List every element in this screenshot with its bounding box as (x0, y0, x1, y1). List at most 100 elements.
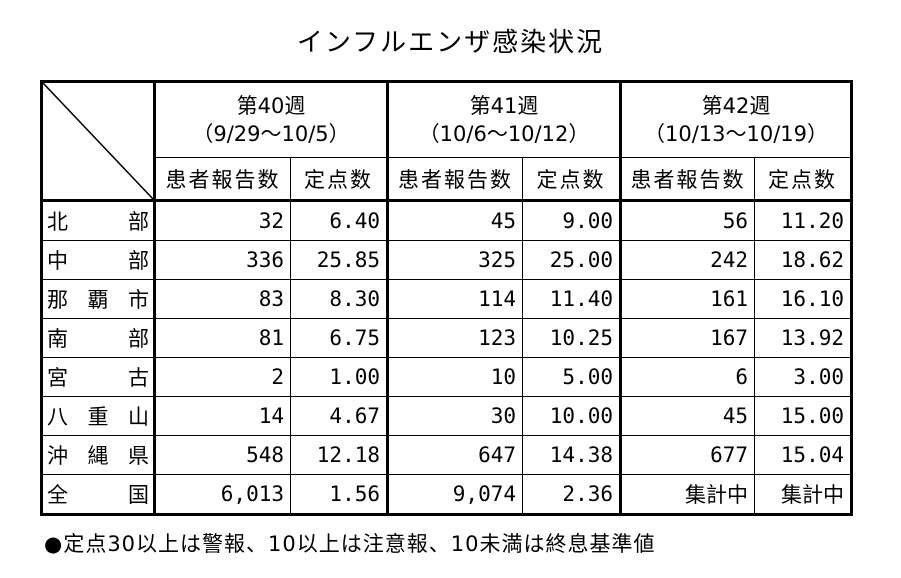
patients-cell: 123 (386, 318, 523, 358)
week-label: 第40週 (236, 94, 306, 118)
patients-cell: 14 (153, 396, 291, 436)
region-label: 北部 (41, 199, 155, 241)
patients-cell: 9,074 (386, 474, 523, 515)
table-row: 宮古 2 1.00 10 5.00 6 3.00 (41, 357, 852, 397)
col-header-per-point: 定点数 (754, 157, 852, 201)
table-row: 南部 81 6.75 123 10.25 167 13.92 (41, 318, 852, 358)
per-point-cell: 8.30 (290, 279, 388, 319)
col-header-per-point: 定点数 (522, 157, 621, 201)
region-char: 宮 (47, 366, 68, 390)
region-char: 那 (47, 288, 68, 312)
week-range: （10/6～10/12） (418, 122, 590, 146)
patients-cell: 10 (386, 357, 523, 397)
patients-cell: 114 (386, 279, 523, 319)
week-label: 第41週 (469, 94, 539, 118)
per-point-cell: 11.40 (522, 279, 621, 319)
page-title: インフルエンザ感染状況 (296, 28, 605, 58)
per-point-cell: 18.62 (754, 240, 852, 280)
per-point-cell: 15.04 (754, 435, 852, 475)
col-header-patients: 患者報告数 (153, 157, 291, 201)
week-42-header: 第42週 （10/13～10/19） (619, 81, 852, 158)
per-point-cell: 14.38 (522, 435, 621, 475)
region-char: 山 (128, 405, 149, 429)
patients-cell: 2 (153, 357, 291, 397)
table-row: 中部 336 25.85 325 25.00 242 18.62 (41, 240, 852, 280)
table-row: 全国 6,013 1.56 9,074 2.36 集計中 集計中 (41, 474, 852, 515)
per-point-cell: 2.36 (522, 474, 621, 515)
per-point-cell: 5.00 (522, 357, 621, 397)
patients-cell: 325 (386, 240, 523, 280)
patients-cell: 677 (619, 435, 755, 475)
per-point-cell: 10.25 (522, 318, 621, 358)
region-char: 古 (128, 366, 149, 390)
region-label: 那覇市 (41, 279, 155, 319)
col-header-per-point: 定点数 (290, 157, 388, 201)
per-point-cell: 6.40 (290, 199, 388, 241)
patients-cell: 6 (619, 357, 755, 397)
patients-cell: 167 (619, 318, 755, 358)
per-point-cell: 11.20 (754, 199, 852, 241)
patients-cell: 647 (386, 435, 523, 475)
region-char: 南 (47, 327, 68, 351)
patients-cell: 45 (386, 199, 523, 241)
week-40-header: 第40週 （9/29～10/5） (153, 81, 388, 158)
patients-cell: 548 (153, 435, 291, 475)
patients-cell: 32 (153, 199, 291, 241)
per-point-cell: 4.67 (290, 396, 388, 436)
corner-diagonal-cell (41, 81, 155, 201)
region-char: 部 (128, 327, 149, 351)
region-char: 部 (128, 249, 149, 273)
per-point-cell: 1.00 (290, 357, 388, 397)
week-label: 第42週 (701, 94, 771, 118)
per-point-cell: 10.00 (522, 396, 621, 436)
patients-cell: 83 (153, 279, 291, 319)
region-char: 中 (47, 249, 68, 273)
patients-cell: 45 (619, 396, 755, 436)
table-row: 北部 32 6.40 45 9.00 56 11.20 (41, 199, 852, 241)
per-point-cell: 9.00 (522, 199, 621, 241)
region-label: 南部 (41, 318, 155, 358)
per-point-cell: 3.00 (754, 357, 852, 397)
region-char: 県 (128, 444, 149, 468)
region-char: 沖 (47, 444, 68, 468)
threshold-note: ●定点30以上は警報、10以上は注意報、10未満は終息基準値 (44, 532, 656, 556)
per-point-cell: 6.75 (290, 318, 388, 358)
patients-cell: 6,013 (153, 474, 291, 515)
region-label: 八重山 (41, 396, 155, 436)
region-label: 中部 (41, 240, 155, 280)
per-point-cell: 25.00 (522, 240, 621, 280)
col-header-patients: 患者報告数 (386, 157, 523, 201)
per-point-cell: 25.85 (290, 240, 388, 280)
week-41-header: 第41週 （10/6～10/12） (386, 81, 621, 158)
region-label: 宮古 (41, 357, 155, 397)
patients-cell: 30 (386, 396, 523, 436)
influenza-table: 第40週 （9/29～10/5） 第41週 （10/6～10/12） 第42週 … (40, 80, 853, 516)
region-char: 縄 (87, 444, 109, 468)
region-char: 覇 (87, 288, 109, 312)
region-char: 八 (47, 405, 68, 429)
table-row: 沖縄県 548 12.18 647 14.38 677 15.04 (41, 435, 852, 475)
per-point-cell: 1.56 (290, 474, 388, 515)
patients-cell: 56 (619, 199, 755, 241)
week-range: （9/29～10/5） (192, 122, 350, 146)
patients-cell: 336 (153, 240, 291, 280)
region-char: 部 (128, 210, 149, 234)
per-point-cell: 16.10 (754, 279, 852, 319)
patients-cell: 161 (619, 279, 755, 319)
patients-cell: 81 (153, 318, 291, 358)
region-char: 重 (87, 405, 109, 429)
patients-cell: 242 (619, 240, 755, 280)
table-row: 那覇市 83 8.30 114 11.40 161 16.10 (41, 279, 852, 319)
region-char: 市 (128, 288, 149, 312)
region-char: 北 (47, 210, 68, 234)
patients-cell: 集計中 (619, 474, 755, 515)
per-point-cell: 13.92 (754, 318, 852, 358)
col-header-patients: 患者報告数 (619, 157, 755, 201)
per-point-cell: 集計中 (754, 474, 852, 515)
region-char: 国 (128, 483, 149, 507)
table-row: 八重山 14 4.67 30 10.00 45 15.00 (41, 396, 852, 436)
region-label: 全国 (41, 474, 155, 515)
per-point-cell: 15.00 (754, 396, 852, 436)
diagonal-line-icon (43, 83, 153, 199)
region-char: 全 (47, 483, 68, 507)
